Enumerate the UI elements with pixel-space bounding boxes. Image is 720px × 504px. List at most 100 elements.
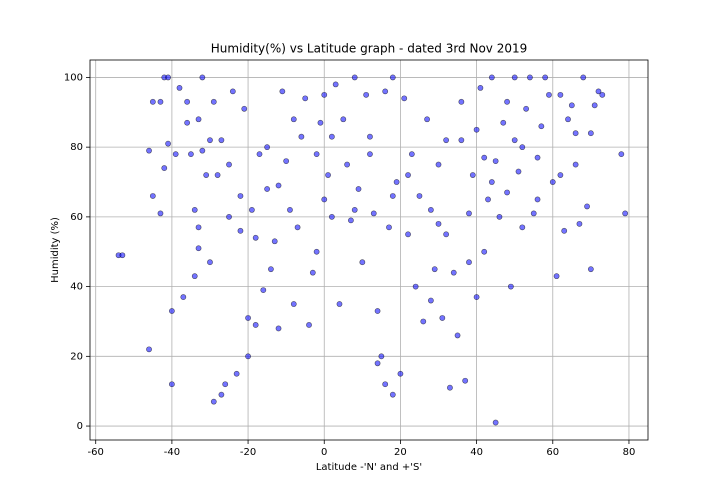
point [222,381,229,388]
point [507,283,514,290]
point [412,283,419,290]
point [500,119,507,126]
point [229,88,236,95]
point [538,123,545,130]
point [458,137,465,144]
point [264,144,271,151]
point [534,154,541,161]
point [504,189,510,196]
point [226,213,232,220]
point [553,273,560,280]
point [218,391,225,398]
point [344,161,350,168]
point [473,126,480,133]
point [580,74,587,81]
y-tick-label: 100 [64,72,83,83]
point [328,133,335,140]
point [165,74,171,81]
point [245,315,251,321]
point [431,266,438,273]
point [268,266,274,273]
point [469,172,476,178]
point [389,193,396,199]
point [188,151,194,158]
point [237,227,244,234]
point [420,318,427,325]
point [119,252,126,259]
point [317,119,324,126]
y-tick-label: 80 [70,142,83,153]
point [302,95,309,102]
point [283,158,290,165]
point [218,137,225,144]
point [462,377,469,384]
point [260,287,267,293]
point [488,179,495,185]
point [378,353,385,360]
x-tick-label: 40 [470,447,483,458]
point [271,238,278,245]
point [248,207,255,213]
point [237,193,244,199]
point [443,231,450,238]
point [587,266,594,273]
point [149,98,156,105]
point [427,297,434,304]
point [466,259,472,266]
point [458,98,465,105]
point [306,322,312,328]
point [287,207,293,213]
point [542,74,549,81]
point [279,88,286,95]
point [473,294,480,300]
point [389,74,396,81]
point [146,346,152,353]
grid [90,60,648,440]
point [565,116,571,123]
point [313,151,320,158]
point [397,370,404,377]
point [146,147,152,154]
point [496,213,503,220]
point [180,294,187,300]
point [435,161,442,168]
point [427,207,434,213]
point [382,381,389,388]
point [363,91,370,98]
point [332,81,339,88]
point [519,144,526,151]
point [466,210,472,217]
point [325,172,331,178]
point [504,98,510,105]
y-tick-label: 40 [70,282,83,293]
point [149,193,156,199]
point [568,102,575,109]
point [527,74,533,81]
x-axis-label: Latitude -'N' and +'S' [316,462,422,473]
point [435,220,442,227]
point [561,227,568,234]
point [481,248,488,255]
point [294,224,301,231]
x-tick-label: -40 [164,447,180,458]
point [492,158,499,165]
point [511,74,518,81]
point [405,231,411,238]
y-axis-label: Humidity (%) [50,217,61,283]
x-tick-label: -20 [240,447,256,458]
point [264,186,271,192]
point [298,133,305,140]
point [443,137,450,144]
point [348,217,354,224]
chart-title: Humidity(%) vs Latitude graph - dated 3r… [211,42,528,56]
point [447,384,453,391]
point [252,234,259,241]
point [321,91,328,98]
point [191,207,198,213]
point [534,196,541,203]
point [199,74,206,81]
x-tick-label: 80 [623,447,636,458]
point [355,186,362,192]
point [374,360,381,367]
point [245,353,251,360]
